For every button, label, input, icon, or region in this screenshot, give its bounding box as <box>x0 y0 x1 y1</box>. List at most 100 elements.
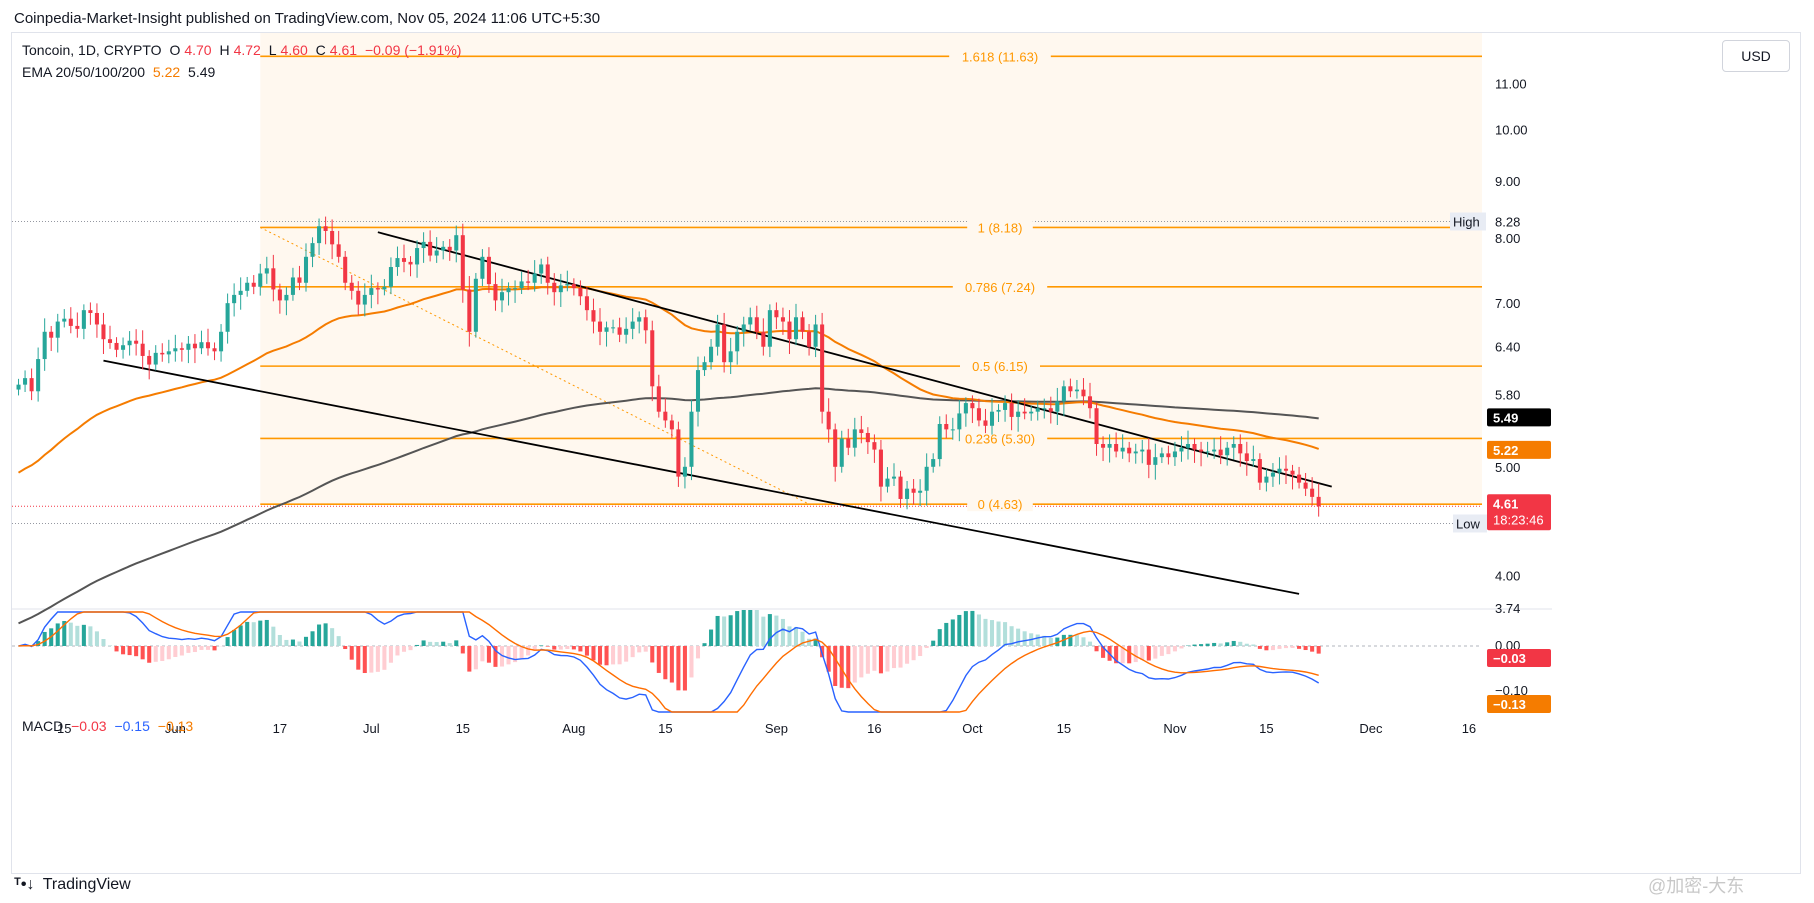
candle-body <box>205 342 211 349</box>
macd-histogram-bar <box>454 640 459 646</box>
footer-brand[interactable]: ᵀ•↓ TradingView <box>14 876 131 894</box>
macd-histogram-bar <box>212 646 217 651</box>
high-flag-value: 8.28 <box>1495 214 1520 229</box>
macd-signal-line <box>18 611 1319 713</box>
macd-signal-tag-bg <box>1487 695 1551 713</box>
candle-body <box>624 328 629 335</box>
macd-histogram-bar <box>160 646 165 662</box>
macd-histogram-bar <box>245 621 250 646</box>
ema-legend[interactable]: EMA 20/50/100/200 5.22 5.49 <box>22 64 219 80</box>
macd-histogram-bar <box>415 644 420 646</box>
macd-histogram-bar <box>1303 646 1308 651</box>
candle-body <box>271 268 276 290</box>
macd-histogram-bar <box>950 619 955 646</box>
candle-body <box>1055 401 1060 412</box>
currency-button[interactable]: USD <box>1722 40 1790 72</box>
candle-body <box>748 317 753 325</box>
candle-body <box>1153 457 1158 465</box>
macd-histogram-bar <box>774 615 779 646</box>
low-flag-label: Low <box>1456 516 1480 531</box>
macd-histogram-bar <box>1003 622 1008 646</box>
candle-body <box>23 378 28 385</box>
candle-body <box>68 318 73 326</box>
candle-body <box>480 256 485 279</box>
candle-body <box>114 342 119 350</box>
macd-legend[interactable]: MACD −0.03 −0.15 −0.13 <box>22 718 197 734</box>
symbol-name[interactable]: Toncoin, 1D, CRYPTO <box>22 42 162 58</box>
macd-histogram-bar <box>891 646 897 669</box>
candle-body <box>1127 447 1132 454</box>
candle-body <box>970 403 975 409</box>
high-label: H <box>219 42 230 58</box>
candle-body <box>1029 411 1034 414</box>
macd-histogram-bar <box>1048 637 1053 646</box>
fib-level-label: 1 (8.18) <box>978 220 1023 235</box>
candle-body <box>1270 472 1275 477</box>
macd-histogram-bar <box>264 619 269 646</box>
macd-histogram-bar <box>722 616 727 646</box>
macd-histogram-bar <box>767 614 772 646</box>
macd-histogram-bar <box>591 646 596 661</box>
candle-body <box>957 413 962 430</box>
candle-body <box>1048 408 1053 412</box>
macd-histogram-bar <box>1035 634 1040 646</box>
candle-body <box>1146 449 1151 465</box>
candle-body <box>1179 447 1184 452</box>
candle-body <box>820 324 825 412</box>
candle-body <box>1074 389 1079 392</box>
time-axis-tick: 16 <box>1462 721 1476 736</box>
macd-histogram-bar <box>682 646 687 691</box>
macd-histogram-bar <box>499 646 505 667</box>
candle-body <box>741 324 746 332</box>
chart-frame[interactable] <box>11 32 1801 874</box>
fib-label-bg <box>952 429 1048 446</box>
candle-body <box>454 235 459 251</box>
candle-body <box>486 256 491 285</box>
macd-histogram-bar <box>42 631 47 646</box>
macd-histogram-bar <box>434 642 439 646</box>
macd-histogram-bar <box>611 646 616 665</box>
macd-histogram-bar <box>1055 637 1060 646</box>
candle-body <box>1094 408 1099 444</box>
macd-histogram-bar <box>1277 646 1282 649</box>
macd-histogram-bar <box>996 621 1001 646</box>
macd-histogram-bar <box>232 629 237 646</box>
macd-histogram-bar <box>356 646 361 670</box>
candle-body <box>617 327 622 335</box>
macd-histogram-bar <box>258 620 263 646</box>
macd-histogram-bar <box>748 610 753 646</box>
macd-hist-tag: −0.03 <box>1493 651 1526 666</box>
macd-histogram-bar <box>81 624 86 646</box>
candle-body <box>258 273 263 287</box>
macd-histogram-bar <box>1087 641 1093 646</box>
candle-body <box>676 429 681 477</box>
candle-body <box>891 476 897 479</box>
macd-histogram-bar <box>728 615 733 646</box>
candle-body <box>1310 488 1315 497</box>
candle-body <box>290 277 295 295</box>
candle-body <box>49 331 54 338</box>
candle-body <box>800 317 805 332</box>
ema200-value: 5.49 <box>188 64 216 80</box>
low-value: 4.60 <box>280 42 308 58</box>
candle-body <box>937 423 942 460</box>
candle-body <box>107 339 113 343</box>
candle-body <box>434 250 439 256</box>
macd-histogram-bar <box>1172 646 1177 652</box>
macd-histogram-bar <box>94 631 99 646</box>
candle-body <box>983 420 988 426</box>
candle-body <box>839 438 844 467</box>
ema200-price-tag-bg <box>1487 408 1551 427</box>
macd-histogram-bar <box>911 646 916 661</box>
time-axis-tick: Jun <box>165 721 186 736</box>
candle-body <box>787 321 792 340</box>
candle-body <box>29 378 34 392</box>
macd-histogram-bar <box>1297 646 1302 649</box>
candle-body <box>127 340 132 346</box>
price-axis-tick: 5.80 <box>1495 388 1520 403</box>
ema-label: EMA 20/50/100/200 <box>22 64 145 80</box>
candle-body <box>918 490 923 493</box>
candle-body <box>460 235 465 290</box>
